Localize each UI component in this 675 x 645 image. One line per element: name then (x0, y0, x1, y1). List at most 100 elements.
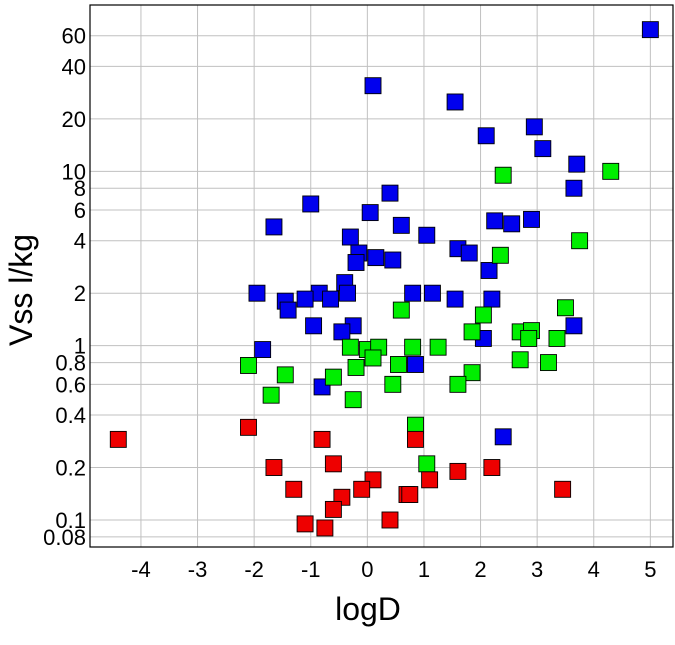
data-point (557, 299, 574, 317)
data-point (305, 317, 323, 335)
data-point (480, 262, 498, 279)
y-tick-label: 0.08 (43, 525, 86, 550)
data-point (548, 330, 566, 347)
data-points (109, 21, 659, 537)
data-point (511, 351, 529, 369)
data-point (324, 455, 342, 473)
x-tick-label: 5 (644, 557, 656, 582)
data-point (494, 428, 512, 446)
y-tick-label: 10 (62, 159, 86, 184)
x-tick-label: 4 (588, 557, 600, 582)
data-point (302, 195, 320, 213)
data-point (477, 127, 495, 145)
data-point (392, 301, 410, 319)
data-point (421, 471, 439, 489)
data-point (423, 284, 441, 302)
y-tick-label: 20 (62, 107, 86, 132)
data-point (384, 251, 402, 269)
data-point (429, 338, 447, 356)
data-point (367, 249, 385, 267)
data-point (341, 228, 359, 246)
y-tick-label: 0.4 (55, 403, 86, 428)
data-point (474, 306, 492, 324)
x-tick-label: -1 (301, 557, 321, 582)
data-point (404, 284, 422, 302)
data-point (407, 416, 424, 434)
data-point (520, 330, 538, 347)
data-point (254, 341, 272, 359)
data-point (571, 232, 589, 250)
data-point (265, 218, 283, 236)
y-axis-title: Vss l/kg (3, 234, 39, 346)
data-point (568, 155, 586, 173)
data-point (534, 140, 552, 158)
y-tick-label: 40 (62, 54, 86, 79)
data-point (565, 317, 583, 335)
data-point (401, 486, 419, 503)
data-point (525, 118, 543, 136)
data-point (407, 430, 424, 448)
y-tick-label: 6 (74, 198, 86, 223)
data-point (313, 430, 331, 448)
data-point (407, 356, 424, 373)
data-point (296, 290, 314, 308)
data-point (240, 418, 257, 436)
data-point (347, 254, 365, 271)
data-point (384, 375, 402, 393)
x-tick-label: -3 (188, 557, 208, 582)
data-point (347, 359, 365, 376)
data-point (392, 216, 410, 234)
data-point (240, 357, 257, 374)
data-point (381, 184, 399, 202)
data-point (353, 480, 371, 498)
data-point (333, 323, 351, 341)
x-tick-label: 3 (531, 557, 543, 582)
data-point (390, 356, 407, 373)
data-point (540, 354, 557, 372)
data-point (361, 204, 379, 222)
x-tick-label: -2 (244, 557, 264, 582)
data-point (494, 166, 512, 184)
plot-frame (89, 4, 674, 548)
x-tick-labels: -4 -3 -2 -1 0 1 2 3 4 5 (131, 557, 656, 582)
data-point (463, 323, 481, 341)
x-axis-title: logD (335, 591, 401, 627)
data-point (109, 430, 127, 448)
data-point (344, 391, 362, 409)
data-point (449, 462, 467, 480)
y-tick-label: 60 (62, 24, 86, 49)
y-tick-label: 0.6 (55, 372, 86, 397)
data-point (486, 212, 504, 230)
data-point (322, 290, 340, 308)
y-tick-label: 0.1 (55, 508, 86, 533)
x-tick-label: -4 (131, 557, 151, 582)
data-point (503, 215, 521, 233)
data-point (364, 77, 382, 95)
x-tick-label: 2 (474, 557, 486, 582)
data-point (483, 459, 501, 476)
y-tick-label: 2 (74, 281, 86, 306)
data-point (602, 162, 620, 180)
data-point (565, 179, 583, 197)
grid (90, 5, 673, 547)
data-point (418, 455, 436, 473)
data-point (276, 366, 294, 384)
data-point (316, 519, 334, 537)
data-point (324, 368, 342, 386)
data-point (296, 515, 314, 533)
y-tick-label: 1 (74, 334, 86, 359)
data-point (641, 21, 659, 39)
data-point (279, 301, 297, 319)
y-tick-label: 0.2 (55, 456, 86, 481)
data-point (446, 93, 464, 111)
x-tick-label: 0 (361, 557, 373, 582)
data-point (324, 500, 342, 518)
x-tick-label: 1 (418, 557, 430, 582)
data-point (265, 459, 283, 476)
data-point (483, 290, 501, 308)
data-point (341, 338, 359, 356)
data-point (285, 480, 303, 498)
data-point (463, 364, 481, 382)
